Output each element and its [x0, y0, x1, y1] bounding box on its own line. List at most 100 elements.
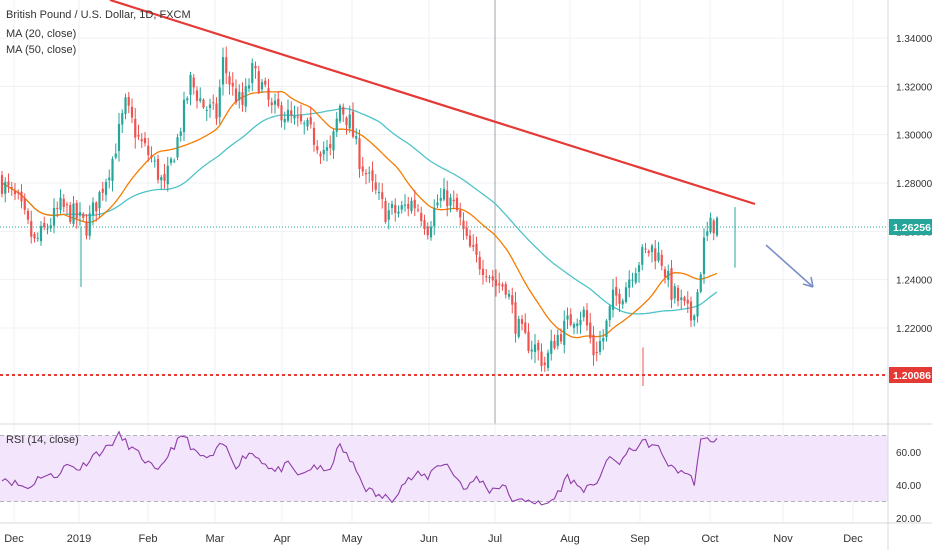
candle [381, 183, 384, 209]
candle [23, 193, 26, 215]
ma20-line [1, 90, 718, 339]
candle [33, 231, 36, 243]
candle [361, 157, 364, 177]
rsi-tick-label: 60.00 [896, 448, 921, 459]
candle [244, 78, 247, 113]
candle [121, 109, 124, 133]
candle [647, 249, 650, 257]
candle [514, 292, 517, 343]
candle [673, 283, 676, 304]
candle [286, 99, 290, 123]
y-tick-label: 1.34000 [896, 34, 932, 45]
candle [205, 106, 208, 121]
candle [238, 84, 241, 109]
candle [498, 272, 501, 294]
candle [46, 223, 49, 235]
candle [452, 190, 455, 210]
candle [254, 61, 257, 79]
candle [169, 156, 173, 166]
candle [78, 202, 82, 226]
candle [62, 194, 65, 213]
candle [228, 71, 231, 95]
candle [569, 308, 572, 327]
candle [579, 311, 582, 334]
candle [641, 244, 644, 271]
candle [654, 239, 657, 270]
candle [176, 133, 179, 161]
candle [17, 189, 20, 200]
candle [576, 318, 579, 334]
candle [563, 310, 566, 354]
candle [355, 128, 358, 145]
candle [436, 194, 439, 209]
candle [260, 79, 264, 93]
candle [127, 92, 130, 114]
candle [624, 282, 628, 304]
candle [296, 106, 299, 127]
candle [270, 97, 273, 114]
x-tick-label: Feb [139, 533, 158, 545]
x-tick-label: Jul [488, 533, 502, 545]
candle [527, 323, 530, 354]
candle [475, 236, 478, 263]
candle [124, 93, 127, 120]
candle [273, 93, 277, 114]
candle [384, 197, 387, 224]
candle [439, 187, 442, 208]
candle [39, 221, 43, 246]
ma50-line [1, 107, 718, 315]
y-tick-label: 1.24000 [896, 276, 932, 287]
candle [358, 129, 361, 178]
candle [407, 196, 410, 217]
rsi-band [0, 435, 888, 502]
candle [182, 91, 186, 141]
x-tick-label: Dec [843, 533, 863, 545]
candle [225, 46, 228, 85]
candle [4, 177, 7, 203]
candle [264, 77, 267, 88]
candle [202, 98, 205, 110]
candle [303, 120, 306, 135]
candle [462, 212, 465, 240]
candle [650, 243, 654, 263]
y-tick-label: 1.30000 [896, 131, 932, 142]
candle [319, 151, 322, 164]
candle [598, 330, 602, 356]
candle [160, 174, 163, 190]
rsi-tick-label: 40.00 [896, 481, 921, 492]
candle [543, 356, 546, 372]
candlestick-series [0, 46, 736, 387]
candle [481, 259, 485, 285]
candle [257, 65, 260, 95]
candle [72, 196, 75, 227]
legend-ma50: MA (50, close) [6, 44, 77, 56]
candle [611, 279, 615, 318]
candle [589, 312, 592, 344]
candle [390, 200, 394, 215]
candle [377, 182, 381, 200]
rsi-tick-label: 20.00 [896, 514, 921, 525]
trendline [109, 0, 756, 206]
candle [156, 154, 160, 184]
candle [680, 289, 683, 310]
candle [56, 201, 59, 218]
candle [433, 199, 436, 236]
candle [423, 214, 426, 235]
annotations [0, 0, 888, 376]
candle [660, 249, 663, 271]
candle [114, 143, 117, 160]
candle [134, 107, 137, 149]
candle [706, 221, 709, 241]
candle [189, 71, 192, 106]
candle [615, 276, 618, 306]
x-tick-label: Sep [630, 533, 650, 545]
candle [585, 303, 589, 331]
candle [618, 288, 621, 313]
candle [309, 106, 312, 129]
candle [663, 266, 667, 284]
candle [218, 79, 221, 125]
candle [592, 326, 595, 366]
candle [702, 228, 706, 284]
candle [413, 189, 416, 217]
